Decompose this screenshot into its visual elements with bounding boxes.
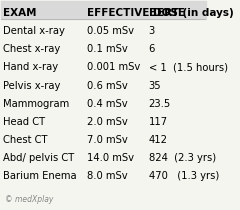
Text: 8.0 mSv: 8.0 mSv: [87, 171, 128, 181]
Text: 2.0 mSv: 2.0 mSv: [87, 117, 128, 127]
Text: 824  (2.3 yrs): 824 (2.3 yrs): [149, 153, 216, 163]
Text: 35: 35: [149, 80, 161, 91]
Text: 14.0 mSv: 14.0 mSv: [87, 153, 134, 163]
Text: 7.0 mSv: 7.0 mSv: [87, 135, 128, 145]
Text: Mammogram: Mammogram: [3, 98, 70, 109]
Text: EXAM: EXAM: [3, 8, 37, 18]
Text: 0.1 mSv: 0.1 mSv: [87, 45, 128, 54]
Text: 0.001 mSv: 0.001 mSv: [87, 63, 141, 72]
Text: © medXplay: © medXplay: [6, 196, 54, 205]
Text: Dental x-ray: Dental x-ray: [3, 26, 65, 37]
Text: 3: 3: [149, 26, 155, 37]
Text: Pelvis x-ray: Pelvis x-ray: [3, 80, 61, 91]
Text: 0.05 mSv: 0.05 mSv: [87, 26, 134, 37]
Bar: [1, 1, 206, 19]
Text: < 1  (1.5 hours): < 1 (1.5 hours): [149, 63, 228, 72]
Text: 0.6 mSv: 0.6 mSv: [87, 80, 128, 91]
Text: Abd/ pelvis CT: Abd/ pelvis CT: [3, 153, 75, 163]
Text: BERT (in days): BERT (in days): [149, 8, 234, 18]
Text: 0.4 mSv: 0.4 mSv: [87, 98, 128, 109]
Text: 470   (1.3 yrs): 470 (1.3 yrs): [149, 171, 219, 181]
Text: 23.5: 23.5: [149, 98, 171, 109]
Text: Head CT: Head CT: [3, 117, 46, 127]
Text: EFFECTIVE DOSE: EFFECTIVE DOSE: [87, 8, 185, 18]
Text: 412: 412: [149, 135, 168, 145]
Text: 117: 117: [149, 117, 168, 127]
Text: Chest CT: Chest CT: [3, 135, 48, 145]
Text: Hand x-ray: Hand x-ray: [3, 63, 59, 72]
Text: 6: 6: [149, 45, 155, 54]
Text: Barium Enema: Barium Enema: [3, 171, 77, 181]
Text: Chest x-ray: Chest x-ray: [3, 45, 61, 54]
